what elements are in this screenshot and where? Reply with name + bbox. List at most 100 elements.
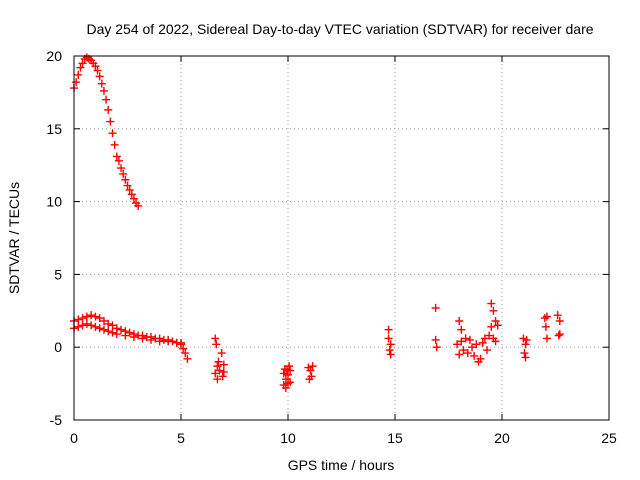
data-point xyxy=(465,335,474,344)
data-point xyxy=(472,340,481,349)
x-tick-label: 25 xyxy=(601,430,617,446)
data-point xyxy=(281,383,290,392)
x-tick-label: 20 xyxy=(494,430,510,446)
y-tick-label: 15 xyxy=(46,121,62,137)
data-point xyxy=(485,331,494,340)
data-point xyxy=(521,353,530,362)
data-point xyxy=(99,325,108,334)
data-point xyxy=(125,185,134,194)
data-point xyxy=(455,316,464,325)
data-point xyxy=(491,316,500,325)
data-point xyxy=(487,299,496,308)
data-point xyxy=(108,321,117,330)
data-point xyxy=(520,349,529,358)
data-point xyxy=(554,331,563,340)
data-point xyxy=(281,375,290,384)
data-point xyxy=(95,324,104,333)
data-point xyxy=(104,327,113,336)
data-point xyxy=(489,306,498,315)
data-point xyxy=(95,72,104,81)
y-tick-label: 10 xyxy=(46,194,62,210)
data-point xyxy=(219,367,228,376)
x-tick-label: 15 xyxy=(387,430,403,446)
data-point xyxy=(431,335,440,344)
data-point xyxy=(493,321,502,330)
data-point xyxy=(284,370,292,379)
data-point xyxy=(164,337,173,346)
data-point xyxy=(470,351,479,360)
tick-labels: 0 5 10 15 20 25 -5 0 5 10 15 20 xyxy=(46,48,617,446)
data-point xyxy=(127,190,136,199)
data-point xyxy=(218,372,227,381)
data-point xyxy=(217,349,226,358)
plot-frame xyxy=(73,55,610,421)
data-point xyxy=(463,349,472,358)
data-point xyxy=(78,314,87,323)
data-point xyxy=(138,334,147,343)
data-point xyxy=(104,319,113,328)
chart-title: Day 254 of 2022, Sidereal Day-to-day VTE… xyxy=(86,21,593,37)
data-point xyxy=(455,350,464,359)
data-point xyxy=(286,366,295,375)
data-point xyxy=(179,344,188,353)
data-point xyxy=(112,152,121,161)
data-point xyxy=(91,62,100,71)
data-point xyxy=(106,117,115,126)
data-point xyxy=(457,325,466,334)
data-point xyxy=(385,346,394,355)
data-point xyxy=(542,312,551,321)
y-tick-label: 5 xyxy=(54,266,62,282)
data-point xyxy=(99,86,108,95)
x-tick-label: 10 xyxy=(280,430,296,446)
data-point xyxy=(215,366,224,375)
data-point xyxy=(307,372,316,381)
data-point xyxy=(155,337,164,346)
data-point xyxy=(211,369,220,378)
data-point xyxy=(123,181,132,190)
data-point xyxy=(121,331,130,340)
data-point xyxy=(91,312,100,321)
data-point xyxy=(102,95,111,104)
data-point xyxy=(104,105,113,114)
data-point xyxy=(82,312,91,321)
data-point xyxy=(97,79,106,88)
data-point xyxy=(491,337,500,346)
y-axis-title: SDTVAR / TECUs xyxy=(6,182,22,294)
x-axis-title: GPS time / hours xyxy=(288,457,395,473)
data-point xyxy=(72,78,81,87)
x-tick-label: 0 xyxy=(70,430,78,446)
grid-lines xyxy=(74,56,609,420)
data-point xyxy=(119,169,128,178)
data-point xyxy=(555,316,564,325)
data-point xyxy=(487,322,496,331)
data-point xyxy=(286,378,295,387)
data-point xyxy=(478,338,487,347)
data-point xyxy=(211,334,220,343)
data-point xyxy=(108,129,117,138)
data-point xyxy=(117,325,126,334)
y-tick-label: -5 xyxy=(50,412,63,428)
data-point xyxy=(78,321,87,330)
data-point xyxy=(125,328,134,337)
x-tick-label: 5 xyxy=(177,430,185,446)
data-point xyxy=(542,334,551,343)
data-point xyxy=(74,315,83,324)
data-point xyxy=(93,66,102,75)
data-point xyxy=(129,194,138,203)
data-point xyxy=(74,70,83,79)
data-point xyxy=(476,354,485,363)
data-point xyxy=(461,334,470,343)
data-point xyxy=(183,354,192,363)
data-point xyxy=(386,340,395,349)
data-point xyxy=(76,63,85,72)
data-point xyxy=(521,340,530,349)
data-point xyxy=(219,360,228,369)
data-point xyxy=(553,311,562,320)
data-point xyxy=(114,156,123,165)
data-point xyxy=(432,343,441,352)
data-point xyxy=(112,330,121,339)
data-point xyxy=(457,337,466,346)
data-point xyxy=(82,319,91,328)
data-point xyxy=(483,346,492,355)
